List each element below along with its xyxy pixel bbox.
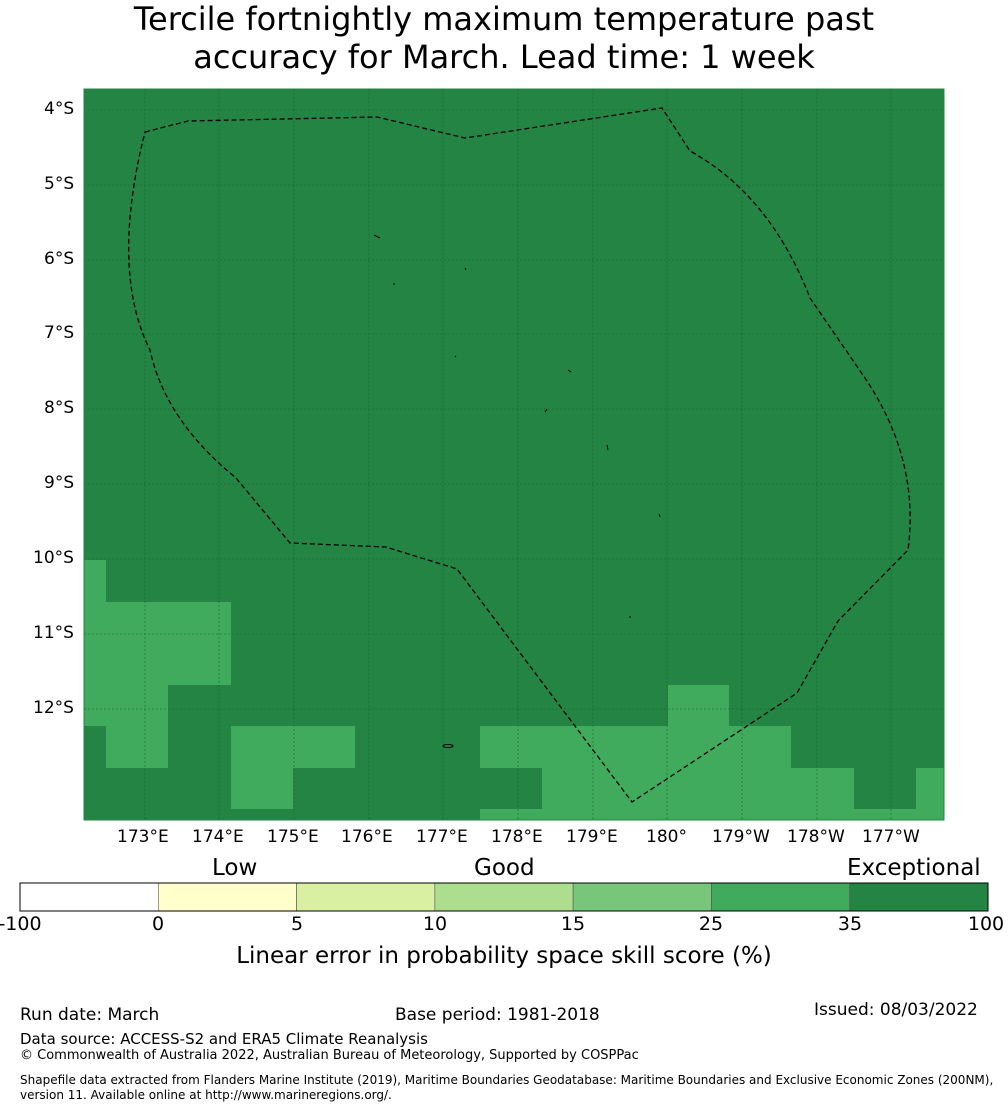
map-gridlines [84,89,944,820]
title-line-2: accuracy for March. Lead time: 1 week [193,38,815,76]
title-line-1: Tercile fortnightly maximum temperature … [133,0,875,38]
category-good: Good [474,855,535,881]
colorbar-segment [19,882,159,912]
shapefile-credit: Shapefile data extracted from Flanders M… [20,1073,994,1102]
lon-label-177e: 177°E [416,827,468,847]
lat-label-9s: 9°S [44,473,75,493]
skill-patch-south-centre [231,726,355,809]
colorbar-tick: 0 [151,913,165,935]
skill-patches [84,560,944,820]
lon-label-174e: 174°E [192,827,244,847]
colorbar-tick: 15 [560,913,586,935]
lat-label-10s: 10°S [33,548,74,568]
colorbar-frame [19,882,989,912]
lat-label-8s: 8°S [44,398,75,418]
lat-label-5s: 5°S [44,174,75,194]
lat-label-7s: 7°S [44,323,75,343]
lon-label-178e: 178°E [491,827,543,847]
colorbar-segment [572,882,712,912]
colorbar-segment [711,882,851,912]
lon-label-179w: 179°W [712,827,770,847]
category-exceptional: Exceptional [847,855,981,881]
data-source: Data source: ACCESS-S2 and ERA5 Climate … [20,1030,428,1048]
map-background [84,89,944,820]
colorbar-tick: -100 [0,913,42,935]
lon-label-175e: 175°E [267,827,319,847]
lat-label-12s: 12°S [33,698,74,718]
colorbar-segment [296,882,436,912]
colorbar-tick: 25 [698,913,724,935]
islands [373,234,661,748]
colorbar-tick: 100 [967,913,1005,935]
eez-boundary [128,107,911,803]
lat-label-11s: 11°S [33,623,74,643]
colorbar-tick: 5 [290,913,304,935]
colorbar [19,882,989,912]
chart-title: Tercile fortnightly maximum temperature … [0,0,1008,76]
map-frame [83,88,945,821]
colorbar-segment [849,882,989,912]
base-period: Base period: 1981-2018 [395,1005,600,1025]
colorbar-tick: 10 [422,913,448,935]
lat-label-4s: 4°S [44,99,75,119]
colorbar-segment [157,882,297,912]
lon-label-179e: 179°E [566,827,618,847]
lon-label-177w: 177°W [862,827,920,847]
category-low: Low [212,855,258,881]
lon-label-180: 180° [646,827,687,847]
lon-label-178w: 178°W [787,827,845,847]
colorbar-segment [434,882,574,912]
copyright: © Commonwealth of Australia 2022, Austra… [20,1048,639,1063]
skill-patch-south-east [480,685,944,820]
skill-patch-west [84,560,231,768]
lat-label-6s: 6°S [44,249,75,269]
colorbar-tick: 35 [837,913,863,935]
colorbar-label: Linear error in probability space skill … [236,943,772,969]
lon-label-176e: 176°E [341,827,393,847]
lon-label-173e: 173°E [117,827,169,847]
issued-date: Issued: 08/03/2022 [814,1000,978,1020]
run-date: Run date: March [20,1005,160,1025]
